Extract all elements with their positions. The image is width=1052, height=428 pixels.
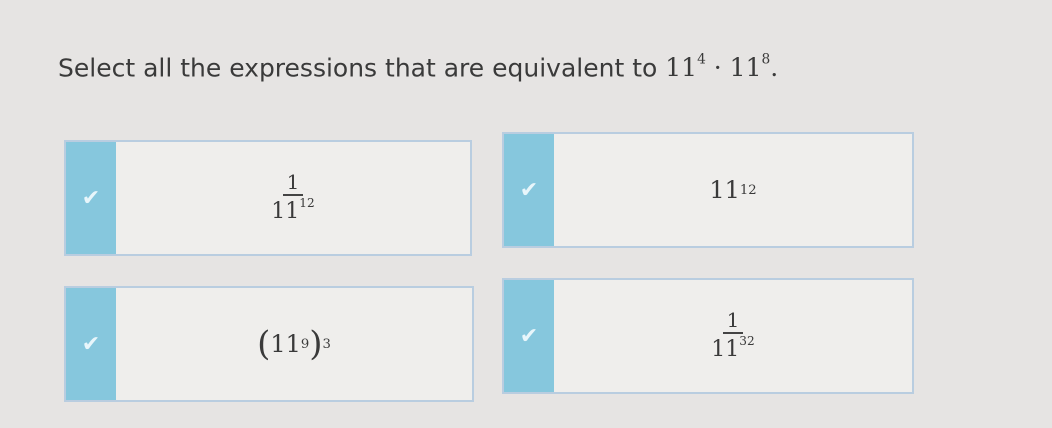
checkbox-checked-icon[interactable]: ✔ (504, 280, 554, 392)
option-3[interactable]: ✔ (11 9) 3 (64, 286, 474, 402)
question-prompt: Select all the expressions that are equi… (58, 52, 778, 82)
option-4[interactable]: ✔ 1 1132 (502, 278, 914, 394)
option-2[interactable]: ✔ 11 12 (502, 132, 914, 248)
checkbox-checked-icon[interactable]: ✔ (66, 288, 116, 400)
fraction: 1 1112 (271, 169, 315, 224)
question-expression: 114 · 118. (665, 52, 779, 83)
checkbox-checked-icon[interactable]: ✔ (504, 134, 554, 246)
question-text: Select all the expressions that are equi… (58, 53, 658, 83)
fraction: 1 1132 (711, 307, 755, 362)
power-expression: 11 12 (709, 176, 757, 204)
option-1[interactable]: ✔ 1 1112 (64, 140, 472, 256)
nested-power-expression: (11 9) 3 (257, 324, 331, 364)
checkbox-checked-icon[interactable]: ✔ (66, 142, 116, 254)
